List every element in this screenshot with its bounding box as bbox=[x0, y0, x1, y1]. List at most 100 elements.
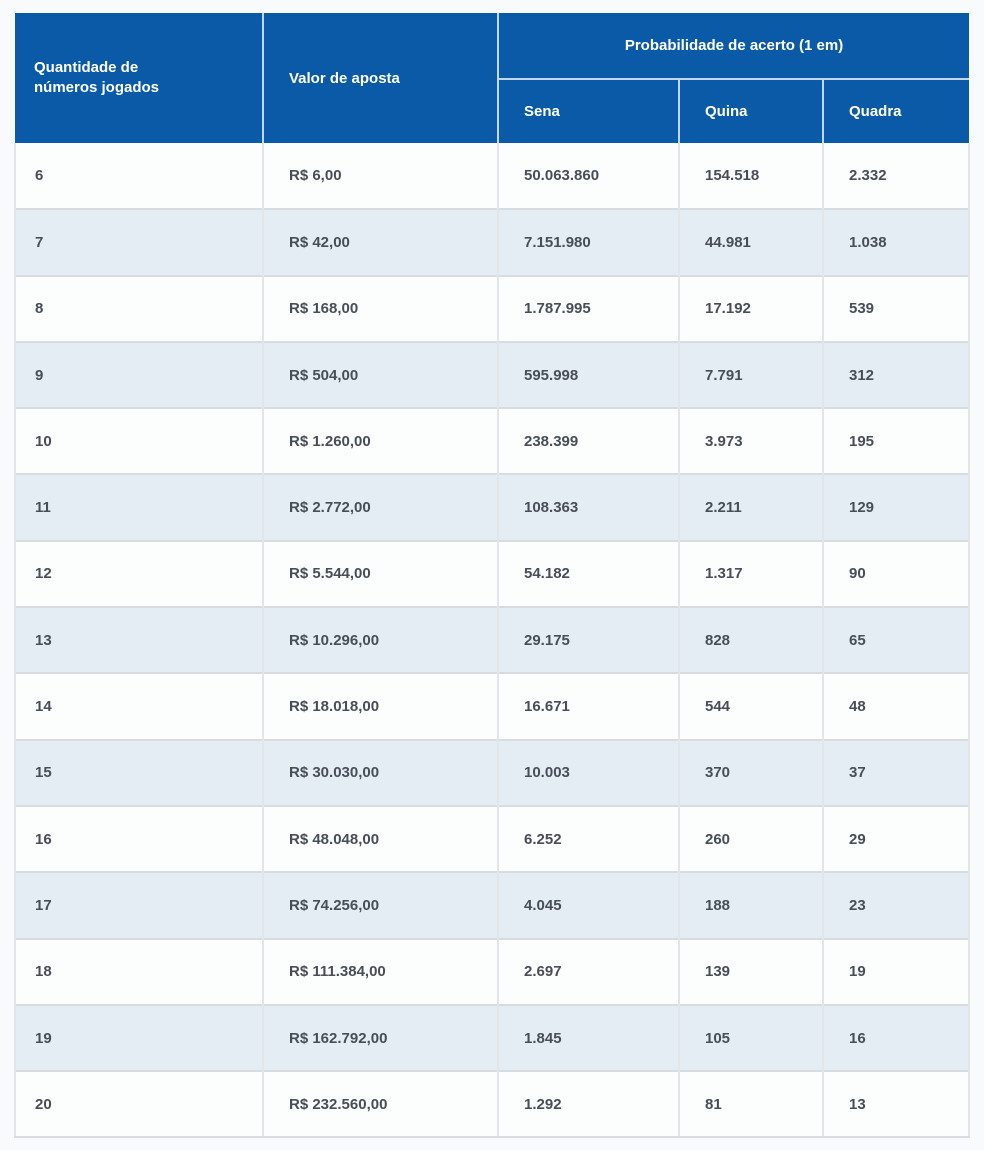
table-row: 11 R$ 2.772,00 108.363 2.211 129 bbox=[14, 473, 971, 541]
cell-quina: 105 bbox=[679, 1003, 824, 1072]
cell-quadra: 48 bbox=[823, 672, 971, 740]
cell-bet-value: R$ 111.384,00 bbox=[263, 937, 499, 1005]
cell-sena: 2.697 bbox=[498, 937, 680, 1005]
cell-sena: 4.045 bbox=[498, 871, 680, 939]
cell-sena: 54.182 bbox=[498, 539, 680, 608]
table-row: 20 R$ 232.560,00 1.292 81 13 bbox=[14, 1070, 971, 1139]
cell-bet-value: R$ 1.260,00 bbox=[263, 407, 499, 475]
cell-sena: 1.845 bbox=[498, 1003, 680, 1072]
table-row: 19 R$ 162.792,00 1.845 105 16 bbox=[14, 1003, 971, 1072]
cell-bet-value: R$ 162.792,00 bbox=[263, 1003, 499, 1072]
cell-bet-value: R$ 42,00 bbox=[263, 208, 499, 276]
table-row: 16 R$ 48.048,00 6.252 260 29 bbox=[14, 804, 971, 873]
cell-quantity: 6 bbox=[14, 143, 264, 210]
cell-quantity: 13 bbox=[14, 606, 264, 674]
cell-quina: 260 bbox=[679, 804, 824, 873]
cell-quadra: 23 bbox=[823, 871, 971, 939]
cell-quina: 1.317 bbox=[679, 539, 824, 608]
cell-quadra: 2.332 bbox=[823, 143, 971, 210]
cell-quina: 828 bbox=[679, 606, 824, 674]
table-row: 6 R$ 6,00 50.063.860 154.518 2.332 bbox=[14, 143, 971, 210]
col-header-quadra: Quadra bbox=[823, 79, 970, 143]
cell-sena: 6.252 bbox=[498, 804, 680, 873]
table-row: 14 R$ 18.018,00 16.671 544 48 bbox=[14, 672, 971, 740]
cell-quina: 44.981 bbox=[679, 208, 824, 276]
cell-quadra: 65 bbox=[823, 606, 971, 674]
cell-sena: 238.399 bbox=[498, 407, 680, 475]
cell-quadra: 29 bbox=[823, 804, 971, 873]
cell-quadra: 37 bbox=[823, 738, 971, 806]
cell-quantity: 18 bbox=[14, 937, 264, 1005]
cell-quina: 81 bbox=[679, 1070, 824, 1139]
header-row-group: Quantidade de números jogados Valor de a… bbox=[15, 13, 970, 143]
cell-sena: 595.998 bbox=[498, 340, 680, 409]
cell-quadra: 1.038 bbox=[823, 208, 971, 276]
table-row: 17 R$ 74.256,00 4.045 188 23 bbox=[14, 871, 971, 939]
cell-quantity: 16 bbox=[14, 804, 264, 873]
cell-quina: 3.973 bbox=[679, 407, 824, 475]
table-header: Quantidade de números jogados Valor de a… bbox=[15, 13, 970, 143]
table-row: 15 R$ 30.030,00 10.003 370 37 bbox=[14, 738, 971, 806]
cell-sena: 7.151.980 bbox=[498, 208, 680, 276]
cell-quina: 188 bbox=[679, 871, 824, 939]
cell-bet-value: R$ 18.018,00 bbox=[263, 672, 499, 740]
cell-quina: 2.211 bbox=[679, 473, 824, 541]
cell-quantity: 8 bbox=[14, 274, 264, 342]
table-row: 13 R$ 10.296,00 29.175 828 65 bbox=[14, 606, 971, 674]
cell-sena: 29.175 bbox=[498, 606, 680, 674]
cell-quantity: 7 bbox=[14, 208, 264, 276]
col-header-bet-value: Valor de aposta bbox=[263, 13, 499, 143]
cell-quantity: 11 bbox=[14, 473, 264, 541]
cell-bet-value: R$ 5.544,00 bbox=[263, 539, 499, 608]
cell-bet-value: R$ 168,00 bbox=[263, 274, 499, 342]
cell-bet-value: R$ 48.048,00 bbox=[263, 804, 499, 873]
table-body: 6 R$ 6,00 50.063.860 154.518 2.332 7 R$ … bbox=[14, 143, 971, 1139]
cell-sena: 108.363 bbox=[498, 473, 680, 541]
cell-quina: 154.518 bbox=[679, 143, 824, 210]
cell-bet-value: R$ 6,00 bbox=[263, 143, 499, 210]
col-header-quantity-label: Quantidade de números jogados bbox=[34, 58, 160, 96]
table-row: 18 R$ 111.384,00 2.697 139 19 bbox=[14, 937, 971, 1005]
cell-sena: 1.292 bbox=[498, 1070, 680, 1139]
table-row: 9 R$ 504,00 595.998 7.791 312 bbox=[14, 340, 971, 409]
cell-quadra: 19 bbox=[823, 937, 971, 1005]
cell-quadra: 195 bbox=[823, 407, 971, 475]
col-header-probability-group: Probabilidade de acerto (1 em) bbox=[498, 13, 970, 80]
cell-sena: 10.003 bbox=[498, 738, 680, 806]
cell-quantity: 10 bbox=[14, 407, 264, 475]
cell-quina: 370 bbox=[679, 738, 824, 806]
table-row: 8 R$ 168,00 1.787.995 17.192 539 bbox=[14, 274, 971, 342]
table-row: 7 R$ 42,00 7.151.980 44.981 1.038 bbox=[14, 208, 971, 276]
cell-quina: 139 bbox=[679, 937, 824, 1005]
table-row: 10 R$ 1.260,00 238.399 3.973 195 bbox=[14, 407, 971, 475]
cell-quadra: 312 bbox=[823, 340, 971, 409]
cell-sena: 50.063.860 bbox=[498, 143, 680, 210]
col-header-quina: Quina bbox=[679, 79, 824, 143]
table-row: 12 R$ 5.544,00 54.182 1.317 90 bbox=[14, 539, 971, 608]
cell-quadra: 539 bbox=[823, 274, 971, 342]
cell-quadra: 16 bbox=[823, 1003, 971, 1072]
lottery-probability-table: Quantidade de números jogados Valor de a… bbox=[14, 13, 971, 1139]
cell-quantity: 15 bbox=[14, 738, 264, 806]
cell-quantity: 14 bbox=[14, 672, 264, 740]
cell-quadra: 90 bbox=[823, 539, 971, 608]
cell-bet-value: R$ 10.296,00 bbox=[263, 606, 499, 674]
cell-bet-value: R$ 504,00 bbox=[263, 340, 499, 409]
cell-bet-value: R$ 2.772,00 bbox=[263, 473, 499, 541]
cell-quina: 17.192 bbox=[679, 274, 824, 342]
cell-bet-value: R$ 30.030,00 bbox=[263, 738, 499, 806]
header-row-sub: Sena Quina Quadra bbox=[15, 79, 970, 143]
cell-sena: 1.787.995 bbox=[498, 274, 680, 342]
cell-quina: 544 bbox=[679, 672, 824, 740]
cell-quantity: 9 bbox=[14, 340, 264, 409]
cell-bet-value: R$ 232.560,00 bbox=[263, 1070, 499, 1139]
cell-bet-value: R$ 74.256,00 bbox=[263, 871, 499, 939]
cell-quantity: 17 bbox=[14, 871, 264, 939]
cell-quantity: 12 bbox=[14, 539, 264, 608]
cell-quadra: 13 bbox=[823, 1070, 971, 1139]
col-header-sena: Sena bbox=[498, 79, 680, 143]
cell-quadra: 129 bbox=[823, 473, 971, 541]
col-header-quantity: Quantidade de números jogados bbox=[15, 13, 264, 143]
cell-quantity: 20 bbox=[14, 1070, 264, 1139]
